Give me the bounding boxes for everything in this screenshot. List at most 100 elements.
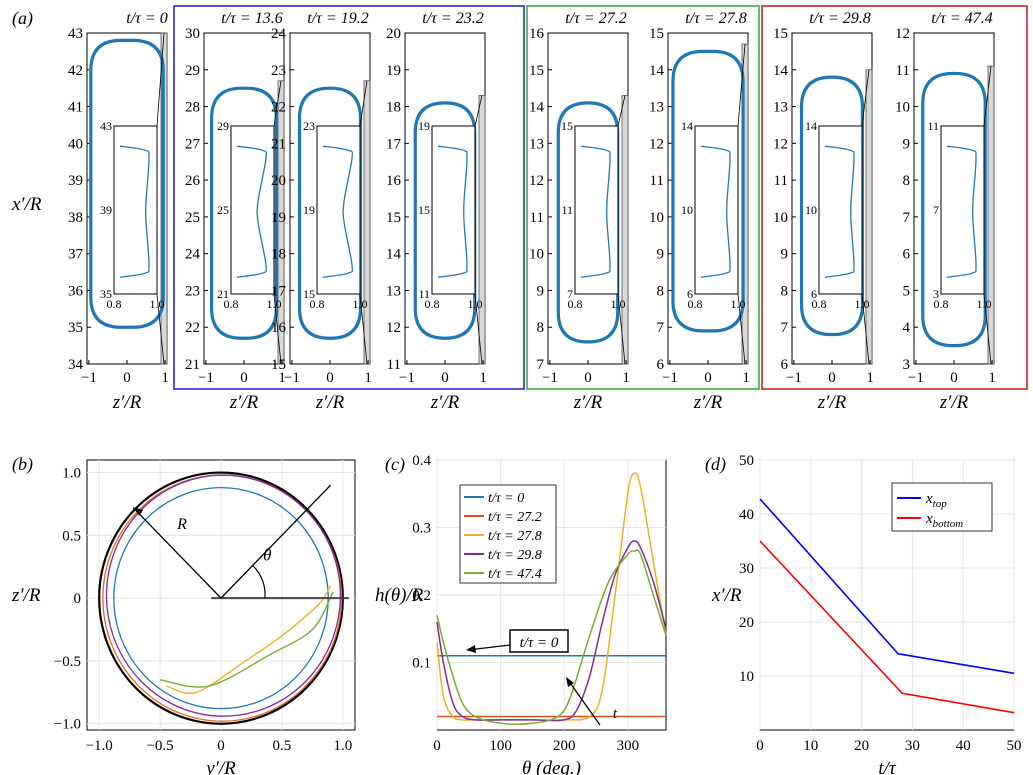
inset-y-tick-label: 15 [561, 119, 573, 133]
y-tick-label: 28 [185, 100, 200, 116]
inset-y-tick-label: 29 [217, 119, 229, 133]
inset-y-tick-label: 10 [681, 203, 693, 217]
x-axis-label: z′/R [430, 392, 460, 413]
y-tick-label: 14 [529, 100, 545, 116]
y-tick-label: 29 [185, 63, 200, 79]
inset-x-tick-label: 0.8 [812, 297, 827, 311]
y-tick-label: 15 [773, 26, 788, 42]
inset-x-tick-label: 0.8 [224, 297, 239, 311]
angle-line [220, 484, 332, 599]
x-axis-label: z′/R [315, 392, 345, 413]
inset-connector [617, 293, 626, 365]
frame-title: t/τ = 13.6 [221, 10, 282, 27]
inset-connector [156, 293, 165, 365]
x-axis-label: z′/R [112, 392, 142, 413]
y-tick-label: 0.5 [62, 528, 81, 544]
x-axis-label: y′/R [204, 758, 236, 775]
inset-connector [617, 95, 626, 127]
inset-profile [437, 145, 468, 278]
group-frame-3 [761, 5, 1028, 390]
inset-box [818, 125, 863, 295]
y-tick-label: 41 [68, 100, 83, 116]
legend-label-base: x [925, 511, 933, 527]
inset-y-tick-label: 19 [418, 119, 430, 133]
inset-x-tick-label: 1.0 [353, 297, 368, 311]
wall-strip [865, 69, 873, 365]
inset-x-tick-label: 1.0 [977, 297, 992, 311]
droplet-outline [799, 75, 865, 337]
droplet-outline [556, 101, 620, 344]
y-tick-label: 18 [271, 247, 286, 263]
legend-label-sub: top [933, 498, 948, 510]
y-tick-label: 50 [739, 453, 754, 469]
y-tick-label: 21 [271, 136, 286, 152]
x-tick-label: 1.0 [333, 738, 352, 754]
series-line-0 [759, 498, 1015, 675]
y-tick-label: 10 [529, 247, 544, 263]
y-tick-label: 35 [68, 320, 83, 336]
y-tick-label: 17 [386, 136, 402, 152]
y-tick-label: 13 [386, 283, 401, 299]
section-47-4 [159, 591, 334, 688]
y-tick-label: 16 [271, 320, 287, 336]
frame-title: t/τ = 27.2 [565, 10, 626, 27]
group-frame-2 [526, 5, 760, 390]
x-axis-label: z′/R [817, 392, 847, 413]
inset-profile [580, 145, 611, 278]
x-tick-label: 30 [905, 738, 920, 754]
x-tick-label: −1 [908, 370, 924, 386]
y-tick-label: 11 [387, 357, 401, 373]
y-tick-label: 12 [529, 173, 544, 189]
y-tick-label: 12 [649, 136, 664, 152]
y-tick-label: 38 [68, 210, 83, 226]
group-frame-1 [173, 5, 525, 390]
y-tick-label: 15 [271, 357, 286, 373]
legend-label: t/τ = 27.8 [488, 529, 542, 544]
y-tick-label: −1.0 [54, 717, 81, 733]
y-tick-label: 6 [657, 357, 665, 373]
x-axis-label: z′/R [573, 392, 603, 413]
inset-profile [824, 145, 855, 278]
x-tick-label: 1 [278, 370, 286, 386]
inset-y-tick-label: 14 [805, 119, 817, 133]
x-tick-label: 1 [161, 370, 169, 386]
y-tick-label: 20 [739, 615, 754, 631]
x-tick-label: 1 [479, 370, 487, 386]
x-tick-label: 1 [988, 370, 996, 386]
y-axis-label: x′/R [11, 194, 42, 215]
y-tick-label: 7 [903, 210, 911, 226]
y-tick-label: 0.3 [412, 521, 431, 537]
inset-box [574, 125, 619, 295]
x-tick-label: 0 [433, 738, 441, 754]
y-tick-label: 22 [271, 100, 286, 116]
inset-y-tick-label: 6 [687, 287, 693, 301]
inset-x-tick-label: 1.0 [611, 297, 626, 311]
time-arrow [567, 679, 601, 726]
legend-label: xbottom [925, 511, 963, 530]
wall-strip [621, 95, 629, 365]
legend-label-base: x [925, 491, 933, 507]
y-tick-label: 19 [386, 63, 401, 79]
legend: t/τ = 0 t/τ = 27.2 t/τ = 27.8 t/τ = 29.8 t/τ… [459, 484, 557, 584]
y-axis-label: x′/R [711, 585, 742, 606]
radius-arrowhead [133, 507, 144, 516]
inset-connector [156, 32, 165, 127]
inset-x-tick-label: 1.0 [150, 297, 165, 311]
inset-x-tick-label: 0.8 [568, 297, 583, 311]
inset-connector [737, 43, 746, 127]
x-tick-label: 0 [950, 370, 958, 386]
frame-title: t/τ = 47.4 [931, 10, 992, 27]
time-arrow-label: t [613, 706, 618, 722]
inset-x-tick-label: 1.0 [267, 297, 282, 311]
frame-title: t/τ = 19.2 [307, 10, 368, 27]
droplet-outline [89, 38, 165, 329]
x-tick-label: 0 [756, 738, 764, 754]
x-tick-label: −0.5 [146, 738, 173, 754]
inset-box [694, 125, 739, 295]
y-tick-label: 19 [271, 210, 286, 226]
inset-y-tick-label: 6 [811, 287, 817, 301]
inset-box [940, 125, 985, 295]
initial-label-box [509, 629, 569, 653]
